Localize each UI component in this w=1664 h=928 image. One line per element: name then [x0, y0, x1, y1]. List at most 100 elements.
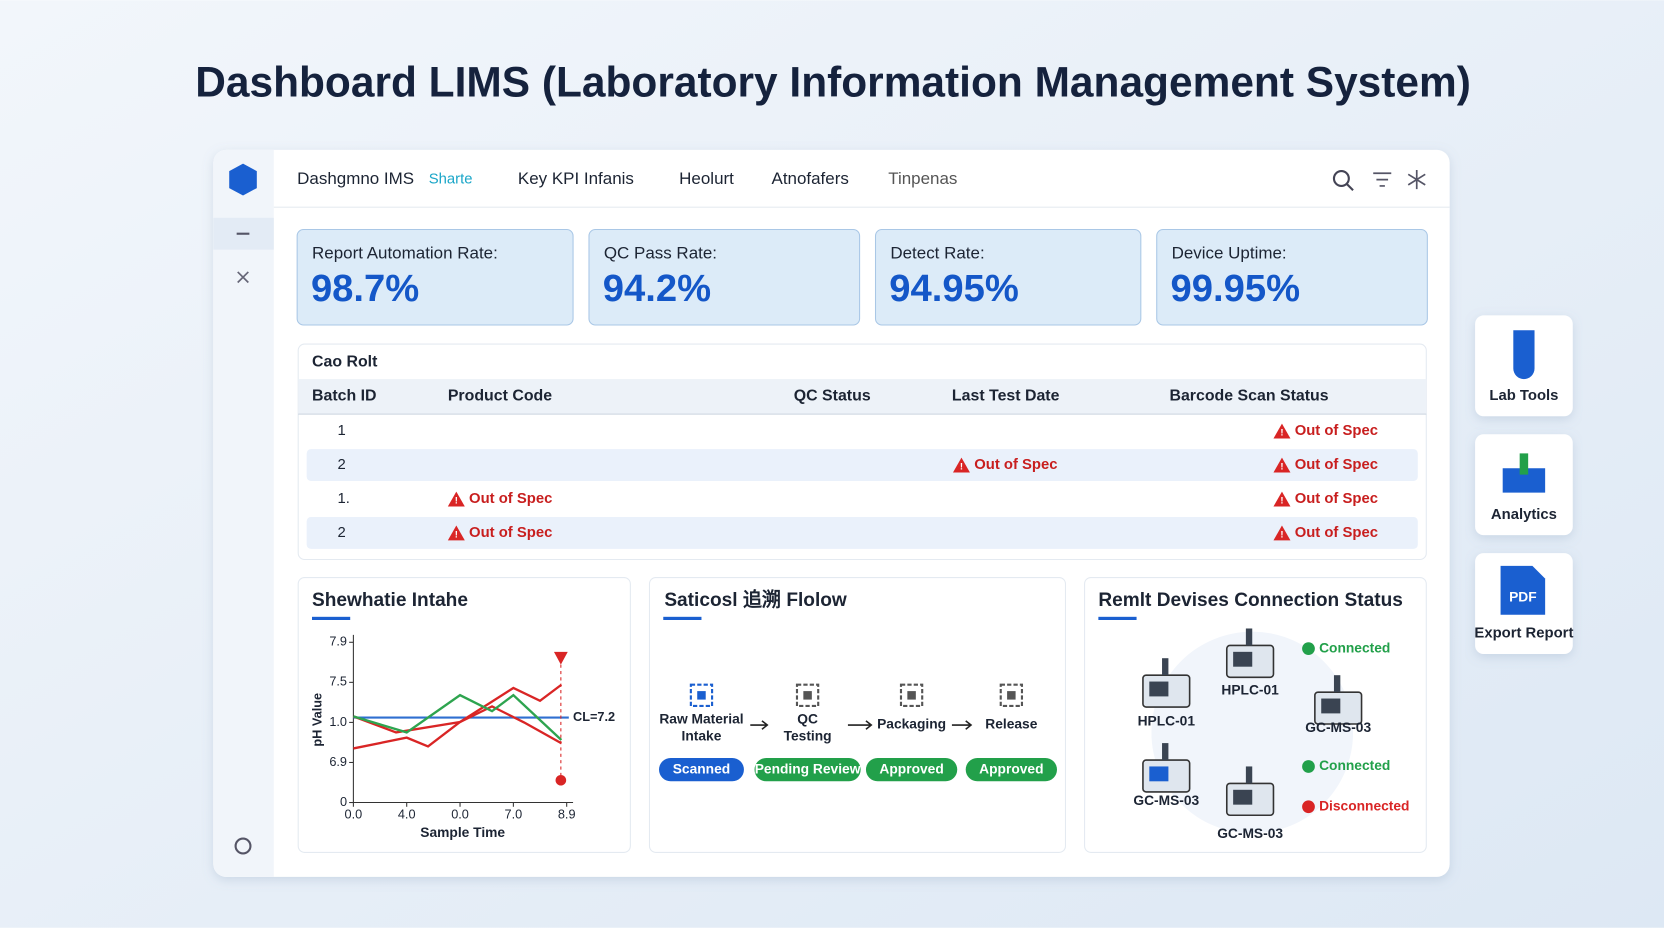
search-icon[interactable]	[1332, 170, 1350, 188]
tool-icon	[1513, 330, 1535, 380]
qr-icon	[1007, 691, 1016, 700]
tool-icon	[1500, 565, 1546, 615]
logo	[229, 163, 257, 196]
kpi-card	[296, 228, 574, 326]
status-pill-label: Pending Review	[755, 761, 861, 776]
table-header-cell: Product Code	[448, 387, 552, 404]
panel	[297, 577, 631, 853]
kpi-value: 94.2%	[603, 267, 711, 310]
step-label: Intake	[682, 728, 722, 743]
sidebar-search[interactable]	[234, 837, 252, 855]
nav-item[interactable]: Dashgmno IMS	[297, 169, 414, 188]
y-tick-label: 6.9	[329, 754, 347, 769]
qr-icon	[697, 691, 706, 700]
x-tick-label: 7.0	[505, 807, 523, 822]
table-header-cell: Last Test Date	[952, 387, 1060, 404]
x-axis-label: Sample Time	[420, 825, 505, 840]
qr-icon	[999, 683, 1024, 708]
kpi-card	[588, 228, 861, 326]
step-label: Release	[985, 717, 1037, 732]
x-tick-label: 8.9	[558, 807, 576, 822]
nav-item[interactable]: Key KPI Infanis	[518, 169, 634, 188]
batch-id: 1	[337, 423, 345, 439]
tool-icon-text: PDF	[1509, 589, 1537, 604]
tool-label: Analytics	[1491, 507, 1557, 523]
control-limit-label: CL=7.2	[573, 709, 615, 724]
sidebar-icon[interactable]	[237, 271, 249, 284]
device-column	[1162, 743, 1169, 761]
device-label: GC-MS-03	[1305, 720, 1371, 735]
y-axis-label: pH Value	[310, 693, 325, 747]
table-title: Cao Rolt	[312, 353, 378, 370]
devices-backdrop	[1151, 631, 1354, 834]
kpi-value: 94.95%	[889, 267, 1019, 310]
device-label: GC-MS-03	[1133, 793, 1199, 808]
warning-mark: !	[960, 462, 963, 473]
status-pill	[659, 757, 744, 782]
status-cell: Out of Spec	[469, 525, 552, 541]
tool-icon	[1502, 468, 1546, 493]
table-header-bg	[298, 379, 1427, 415]
qr-icon	[795, 683, 820, 708]
warning-icon	[1273, 491, 1291, 507]
status-pill-label: Approved	[979, 761, 1043, 776]
data-line	[352, 705, 562, 745]
kpi-card	[1156, 228, 1428, 326]
device-screen	[1149, 766, 1169, 782]
y-tick-label: 0	[340, 794, 347, 809]
kpi-label: QC Pass Rate:	[604, 243, 717, 262]
kpi-label: Detect Rate:	[890, 243, 984, 262]
status-cell: Out of Spec	[974, 457, 1057, 473]
page-title: Dashboard LIMS (Laboratory Information M…	[195, 58, 1471, 105]
kpi-value: 99.95%	[1171, 267, 1301, 310]
x-tick-label: 0.0	[451, 807, 469, 822]
y-tick-label: 7.9	[329, 634, 347, 649]
filter-icon[interactable]	[1373, 172, 1392, 187]
search-icon	[1345, 183, 1354, 191]
nav-item[interactable]: Atnofafers	[772, 169, 849, 188]
status-pill-label: Scanned	[673, 761, 730, 776]
batch-id: 2	[337, 457, 345, 473]
settings-icon[interactable]	[1407, 170, 1426, 190]
table-row-bg	[306, 517, 1418, 549]
warning-icon	[1273, 457, 1291, 473]
connection-status: Connected	[1319, 640, 1390, 655]
status-dot	[1302, 800, 1315, 814]
connection-status: Connected	[1319, 758, 1390, 773]
batch-id: 1.	[337, 491, 349, 507]
warning-mark: !	[1280, 428, 1283, 439]
devices-title: Remlt Devises Connection Status	[1098, 590, 1403, 611]
device-screen	[1233, 651, 1253, 667]
kpi-label: Report Automation Rate:	[312, 243, 498, 262]
panel-underline	[312, 616, 351, 620]
table-header-cell: Barcode Scan Status	[1169, 387, 1328, 404]
status-pill	[754, 757, 861, 782]
status-cell: Out of Spec	[1295, 457, 1378, 473]
device-screen	[1233, 789, 1253, 805]
nav-item[interactable]: Heolurt	[679, 169, 734, 188]
status-cell: Out of Spec	[469, 491, 552, 507]
y-tick-label: 1.0	[329, 714, 347, 729]
content: Dashgmno IMS Sharte Key KPI Infanis Heolurt…	[296, 169, 1573, 853]
sidebar	[213, 149, 274, 877]
status-pill-label: Approved	[879, 761, 943, 776]
table-header-cell: Batch ID	[312, 387, 377, 404]
device-column	[1333, 675, 1341, 693]
status-dot	[1302, 642, 1315, 656]
kpi-value: 98.7%	[311, 267, 419, 310]
status-pill	[965, 757, 1057, 782]
flow-arrow	[750, 720, 769, 730]
device-column	[1245, 766, 1253, 784]
flow-arrow	[951, 720, 973, 730]
device-screen	[1321, 698, 1341, 714]
data-line	[353, 693, 563, 741]
warning-icon	[1273, 423, 1291, 439]
nav-item[interactable]: Sharte	[429, 172, 473, 188]
nav-item[interactable]: Tinpenas	[888, 169, 957, 188]
flow-arrow	[847, 720, 873, 730]
table-header-cell: QC Status	[794, 387, 871, 404]
status-cell: Out of Spec	[1295, 525, 1378, 541]
status-pill	[865, 757, 958, 782]
warning-mark: !	[455, 530, 458, 541]
step-label: Testing	[784, 728, 832, 743]
